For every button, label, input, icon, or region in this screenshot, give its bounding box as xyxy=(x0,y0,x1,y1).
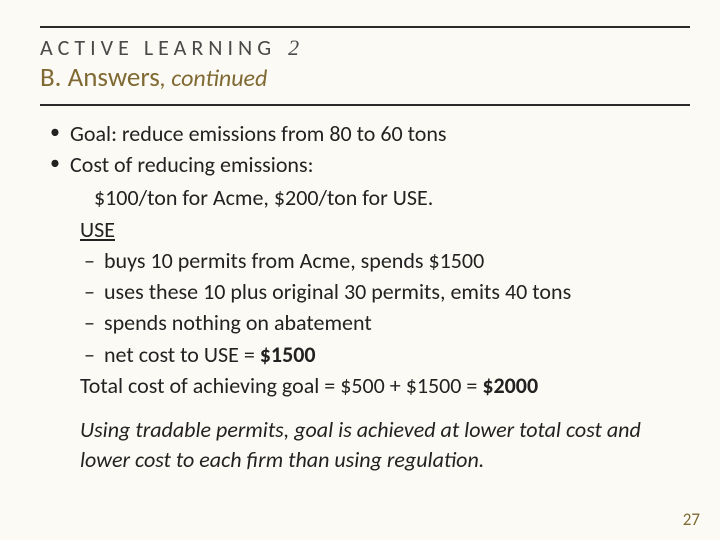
slide-body: Goal: reduce emissions from 80 to 60 ton… xyxy=(40,118,690,474)
header-kicker-row: ACTIVE LEARNING 2 xyxy=(40,34,690,61)
title-main: Answers xyxy=(68,61,160,94)
slide: ACTIVE LEARNING 2 B. Answers, continued … xyxy=(0,0,720,540)
header-subtitle: B. Answers, continued xyxy=(40,61,690,94)
net-cost-prefix: net cost to USE = xyxy=(104,341,260,368)
use-dash-list: buys 10 permits from Acme, spends $1500 … xyxy=(80,245,690,370)
bullet-list: Goal: reduce emissions from 80 to 60 ton… xyxy=(40,118,690,180)
dash-item: buys 10 permits from Acme, spends $1500 xyxy=(84,245,690,276)
kicker-number: 2 xyxy=(288,35,299,60)
page-number: 27 xyxy=(683,509,700,530)
use-heading: USE xyxy=(80,214,690,245)
net-cost-value: $1500 xyxy=(260,341,316,368)
use-block: USE buys 10 permits from Acme, spends $1… xyxy=(40,214,690,370)
cost-detail-line: $100/ton for Acme, $200/ton for USE. xyxy=(40,182,690,213)
title-continued: , continued xyxy=(160,64,267,93)
dash-item: uses these 10 plus original 30 permits, … xyxy=(84,276,690,307)
kicker-text: ACTIVE LEARNING xyxy=(40,34,276,61)
footnote: Using tradable permits, goal is achieved… xyxy=(40,415,690,474)
dash-item: spends nothing on abatement xyxy=(84,307,690,338)
part-label: B. xyxy=(40,61,62,94)
total-cost-line: Total cost of achieving goal = $500 + $1… xyxy=(40,370,690,401)
total-value: $2000 xyxy=(482,372,538,399)
bullet-item: Cost of reducing emissions: xyxy=(48,149,690,180)
bullet-item: Goal: reduce emissions from 80 to 60 ton… xyxy=(48,118,690,149)
total-prefix: Total cost of achieving goal = $500 + $1… xyxy=(80,372,482,399)
dash-item-net: net cost to USE = $1500 xyxy=(84,339,690,370)
slide-header: ACTIVE LEARNING 2 B. Answers, continued xyxy=(40,26,690,106)
